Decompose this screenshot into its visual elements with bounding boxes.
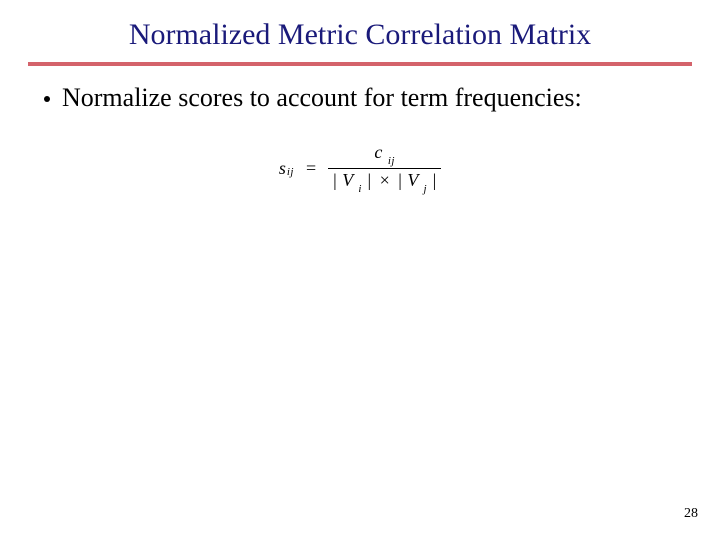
- fraction: c ij | V i | × | V j |: [328, 143, 441, 194]
- formula: s ij = c ij | V i | × |: [279, 143, 441, 194]
- formula-container: s ij = c ij | V i | × |: [44, 143, 676, 194]
- times-symbol: ×: [377, 170, 393, 190]
- den-right-subscript: j: [424, 183, 428, 195]
- fraction-denominator: | V i | × | V j |: [328, 171, 441, 194]
- num-subscript: ij: [388, 155, 395, 167]
- den-left-var: V: [342, 170, 353, 190]
- page-number-value: 28: [684, 506, 698, 521]
- abs-bar: |: [366, 170, 372, 190]
- abs-bar: |: [432, 170, 438, 190]
- abs-bar: |: [332, 170, 338, 190]
- equals-sign: =: [304, 158, 318, 179]
- slide-title: Normalized Metric Correlation Matrix: [0, 0, 720, 52]
- title-text: Normalized Metric Correlation Matrix: [129, 18, 591, 51]
- formula-lhs: s ij: [279, 158, 294, 179]
- bullet-dot-icon: [44, 96, 50, 102]
- slide-body: Normalize scores to account for term fre…: [0, 66, 720, 194]
- fraction-numerator: c ij: [370, 143, 399, 166]
- lhs-var: s: [279, 158, 286, 179]
- bullet-item: Normalize scores to account for term fre…: [44, 82, 676, 115]
- fraction-bar: [328, 168, 441, 169]
- lhs-subscript: ij: [287, 166, 294, 178]
- den-right-var: V: [407, 170, 418, 190]
- num-var: c: [374, 142, 382, 162]
- abs-bar: |: [397, 170, 403, 190]
- slide: Normalized Metric Correlation Matrix Nor…: [0, 0, 720, 540]
- bullet-text: Normalize scores to account for term fre…: [62, 82, 676, 115]
- den-left-subscript: i: [358, 183, 362, 195]
- page-number: 28: [684, 506, 698, 522]
